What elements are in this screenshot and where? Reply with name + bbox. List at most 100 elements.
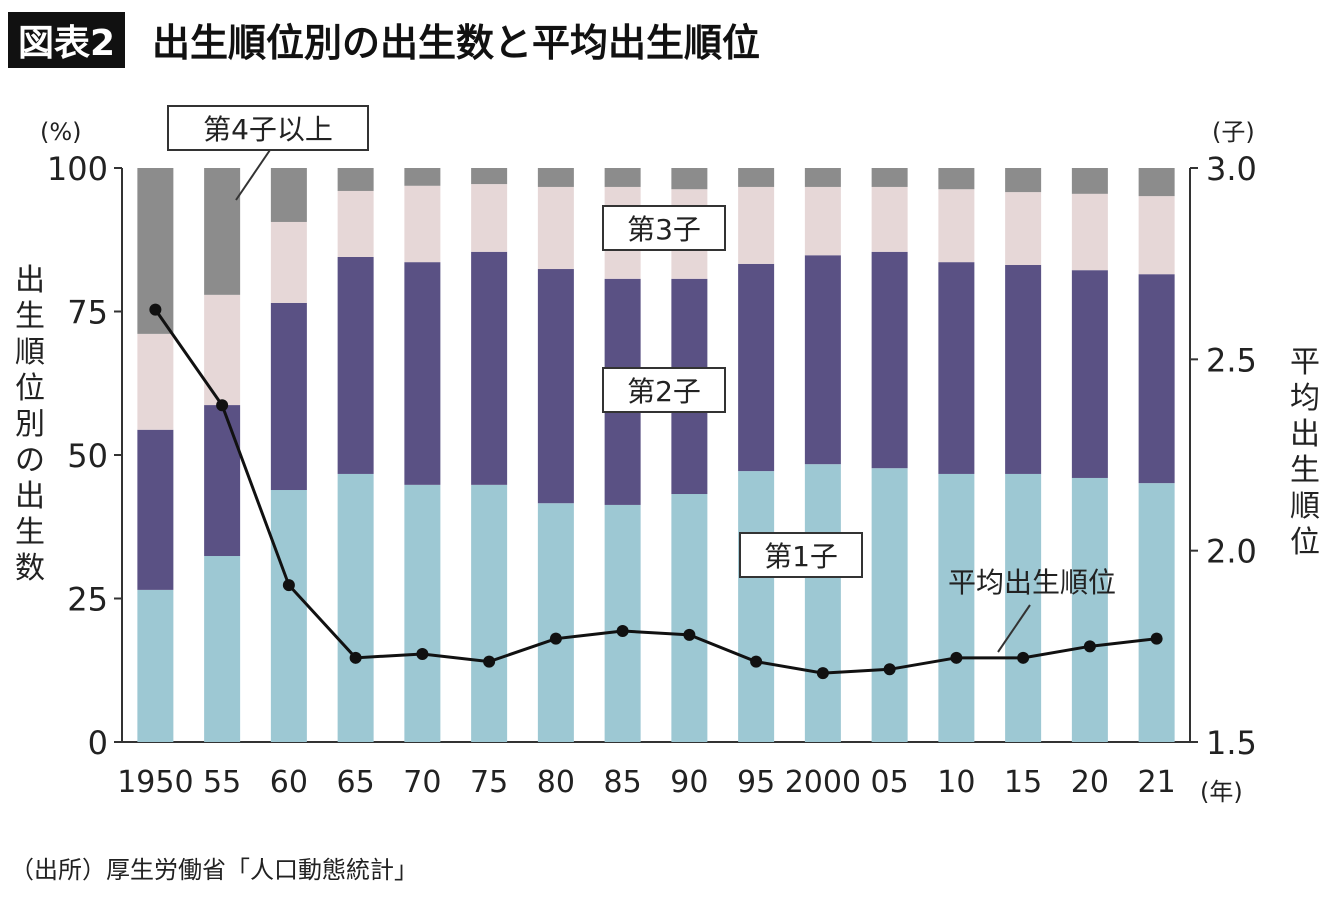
bar-segment-第4子以上 [404, 168, 441, 186]
bar-segment-第2子 [270, 302, 307, 491]
line-leader [997, 604, 1031, 653]
y-tick-label: 100 [47, 150, 108, 188]
bar-segment-第2子 [471, 251, 508, 485]
bar-segment-第4子以上 [337, 168, 374, 191]
y-axis-title-char: 出 [15, 263, 45, 298]
average-birth-order-point [1083, 640, 1096, 653]
bar-segment-第1子 [1138, 483, 1175, 742]
x-tick-label: 21 [1138, 765, 1176, 800]
bar-segment-第1子 [337, 473, 374, 742]
y-tick-label: 75 [67, 294, 108, 332]
series-label-1st: 第1子 [764, 540, 838, 573]
bar-segment-第1子 [404, 484, 441, 742]
y2-tick-label: 1.5 [1206, 724, 1257, 762]
bar-segment-第1子 [671, 494, 708, 742]
chart-title: 出生順位別の出生数と平均出生順位 [152, 21, 761, 65]
average-birth-order-line [154, 308, 1157, 675]
bar-segment-第1子 [137, 589, 174, 742]
y2-tick-label: 2.5 [1206, 341, 1257, 379]
average-birth-order-point [149, 303, 162, 316]
bar-segment-第4子以上 [738, 168, 775, 187]
x-tick-label: 15 [1004, 765, 1042, 800]
bar-segment-第3子 [137, 333, 174, 430]
bar-segment-第3子 [270, 221, 307, 303]
x-tick-label: 55 [203, 765, 241, 800]
bar-segment-第1子 [738, 471, 775, 742]
y-axis-title-char: 別 [15, 407, 45, 442]
bar-segment-第3子 [738, 186, 775, 264]
y2-unit-label: (子) [1212, 118, 1255, 146]
bar-segment-第3子 [1071, 193, 1108, 271]
y-axis-title-char: 生 [15, 515, 45, 550]
bar-segment-第2子 [938, 262, 975, 474]
y-axis-title-char: 出 [15, 479, 45, 514]
bar-segment-第3子 [471, 184, 508, 252]
average-birth-order-point [883, 663, 896, 676]
series-label-4th-box [167, 105, 369, 151]
bar-segment-第3子 [1138, 196, 1175, 275]
bar-segment-第4子以上 [1138, 168, 1175, 197]
bar-segment-第2子 [1138, 274, 1175, 484]
y-tick-label: 0 [88, 724, 108, 762]
bar-segment-第2子 [537, 269, 574, 504]
bar-segment-第1子 [537, 503, 574, 742]
average-birth-order-point [483, 655, 496, 668]
y2-tick-label: 2.0 [1206, 533, 1257, 571]
x-tick-label: 60 [270, 765, 308, 800]
y2-axis-title-char: 順 [1290, 489, 1320, 524]
x-tick-label: 75 [470, 765, 508, 800]
bar-segment-第2子 [404, 262, 441, 485]
y2-tick-label: 3.0 [1206, 150, 1257, 188]
x-tick-label: 1950 [117, 765, 193, 800]
bar-segment-第4子以上 [537, 168, 574, 187]
bar-segment-第1子 [804, 464, 841, 742]
x-tick-label: 85 [604, 765, 642, 800]
average-birth-order-point [549, 632, 562, 645]
x-tick-label: 95 [737, 765, 775, 800]
y-axis-title-char: 順 [15, 335, 45, 370]
series-label-2nd: 第2子 [627, 375, 701, 408]
average-birth-order-point [750, 655, 763, 668]
bar-segment-第4子以上 [1071, 168, 1108, 194]
bar-segment-第2子 [871, 251, 908, 469]
bar-segment-第3子 [537, 186, 574, 270]
bar-segment-第1子 [471, 484, 508, 742]
bar-segment-第3子 [404, 185, 441, 263]
x-tick-label: 70 [403, 765, 441, 800]
leader-line [235, 149, 271, 201]
x-unit-label: (年) [1200, 778, 1243, 806]
bar-segment-第1子 [938, 473, 975, 742]
bar-segment-第4子以上 [471, 168, 508, 185]
y-axis-title-char: 数 [15, 551, 45, 586]
bar-segment-第1子 [604, 504, 641, 742]
bar-segment-第2子 [204, 405, 241, 557]
bar-segment-第1子 [871, 468, 908, 742]
average-birth-order-point [1150, 632, 1163, 645]
x-tick-label: 10 [937, 765, 975, 800]
bar-segment-第4子以上 [938, 168, 975, 190]
x-tick-label: 05 [871, 765, 909, 800]
bar-segment-第3子 [871, 186, 908, 252]
bar-segment-第4子以上 [270, 168, 307, 222]
bar-segment-第2子 [804, 255, 841, 465]
bar-segment-第4子以上 [871, 168, 908, 187]
source-note: （出所）厚生労働省「人口動態統計」 [10, 856, 418, 884]
y-axis-title-char: 位 [15, 371, 45, 406]
average-birth-order-point [282, 579, 295, 592]
y-axis-title-char: 生 [15, 299, 45, 334]
average-birth-order-point [616, 625, 629, 638]
y-tick-label: 25 [67, 581, 108, 619]
bar-segment-第4子以上 [1005, 168, 1042, 193]
y-unit-label: (%) [40, 118, 82, 146]
bar-segment-第4子以上 [204, 168, 241, 295]
x-tick-label: 90 [670, 765, 708, 800]
average-birth-order-point [1017, 651, 1030, 664]
series-label-2nd-box [602, 367, 726, 413]
bar-segment-第1子 [204, 556, 241, 742]
bar-segment-第3子 [938, 189, 975, 263]
series-label-1st-box [739, 532, 863, 578]
bar-segment-第3子 [804, 186, 841, 256]
bar-segment-第1子 [1005, 473, 1042, 742]
